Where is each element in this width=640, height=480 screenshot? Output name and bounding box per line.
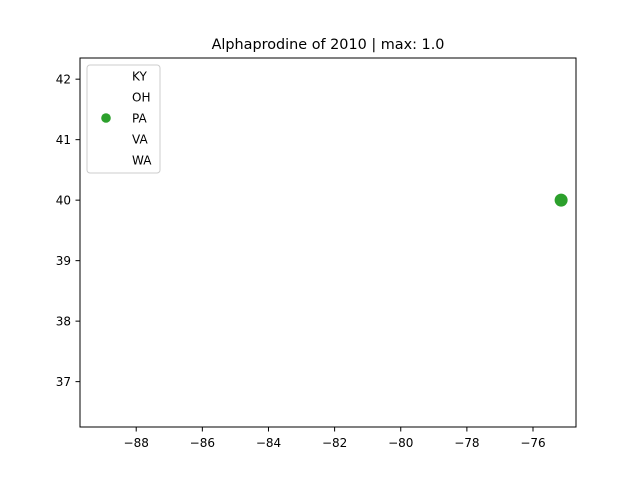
legend-label-oh: OH [132,91,150,105]
legend-frame [86,64,161,174]
legend-marker-oh [101,92,111,102]
x-tick-label: −82 [322,436,347,450]
x-tick-label: −88 [124,436,149,450]
legend-marker-wa [101,155,111,165]
y-tick-label: 40 [56,194,71,208]
plot-area-frame [79,57,577,428]
y-axis-ticks: 37 38 39 40 41 42 [56,73,80,389]
y-tick-label: 41 [56,133,71,147]
legend-label-wa: WA [132,154,152,168]
chart-title: Alphaprodine of 2010 | max: 1.0 [212,37,445,53]
legend-label-ky: KY [132,70,147,84]
y-tick-label: 37 [56,375,71,389]
y-tick-label: 38 [56,315,71,329]
legend-marker-pa [101,113,111,123]
x-tick-label: −76 [520,436,545,450]
x-tick-label: −80 [388,436,413,450]
legend-label-pa: PA [132,112,147,126]
legend-marker-ky [101,71,111,81]
x-axis-ticks: −88 −86 −84 −82 −80 −78 −76 [124,427,546,450]
legend-marker-va [101,134,111,144]
data-point-pa [554,193,568,207]
x-tick-label: −78 [454,436,479,450]
y-tick-label: 39 [56,254,71,268]
legend-label-va: VA [132,133,148,147]
x-tick-label: −84 [256,436,281,450]
data-points [554,193,568,207]
y-tick-label: 42 [56,73,71,87]
legend: KY OH PA VA WA [86,64,161,174]
x-tick-label: −86 [190,436,215,450]
